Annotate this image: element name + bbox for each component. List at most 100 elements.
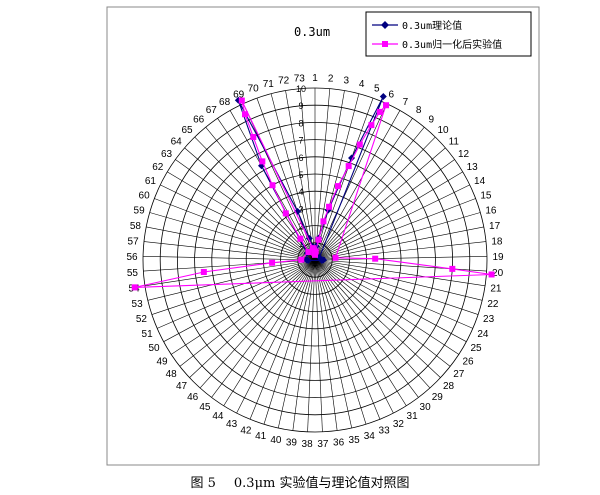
grid-spoke — [151, 259, 316, 315]
data-point — [200, 269, 207, 276]
data-point — [383, 102, 390, 109]
data-point — [298, 256, 305, 263]
category-label: 12 — [458, 149, 470, 160]
legend-label-experiment: 0.3um归一化后实验值 — [402, 38, 502, 51]
data-point — [372, 255, 379, 262]
data-point — [269, 182, 276, 189]
category-label: 44 — [212, 411, 224, 422]
figure-caption: 图 5 0.3μm 实验值与理论值对照图 — [0, 472, 600, 491]
data-point — [488, 271, 495, 278]
category-label: 71 — [263, 79, 275, 90]
category-label: 9 — [429, 115, 435, 126]
category-label: 40 — [270, 435, 282, 446]
category-label: 10 — [437, 125, 449, 136]
category-label: 27 — [453, 369, 465, 380]
category-label: 24 — [477, 329, 489, 340]
category-label: 30 — [420, 402, 432, 413]
grid-spoke — [314, 259, 367, 425]
grid-spoke — [314, 259, 459, 355]
category-label: 61 — [145, 176, 157, 187]
radial-tick-label: 7 — [298, 136, 303, 146]
category-label: 34 — [364, 431, 376, 442]
radial-tick-label: 6 — [298, 153, 303, 163]
category-label: 32 — [393, 419, 405, 430]
grid-spoke — [236, 259, 316, 414]
category-label: 66 — [193, 115, 205, 126]
grid-spoke — [143, 259, 316, 272]
category-label: 36 — [333, 438, 345, 449]
data-point — [259, 158, 266, 165]
category-label: 47 — [176, 381, 188, 392]
grid-spoke — [223, 259, 316, 406]
category-label: 58 — [130, 221, 142, 232]
data-point — [376, 108, 383, 115]
grid-spoke — [314, 90, 345, 261]
grid-spoke — [189, 259, 316, 378]
radial-tick-label: 4 — [298, 187, 303, 197]
radial-tick-labels: 1 2 3 4 5 6 7 8 9 10 — [296, 84, 306, 249]
category-label: 70 — [248, 84, 260, 95]
category-label: 7 — [403, 97, 409, 108]
data-point — [297, 235, 304, 242]
category-label: 53 — [132, 299, 144, 310]
grid-spoke — [147, 259, 316, 301]
data-point — [326, 203, 333, 210]
grid-spoke — [171, 259, 316, 355]
data-point — [242, 111, 249, 118]
grid-spoke — [143, 255, 316, 261]
category-label: 14 — [474, 176, 486, 187]
grid-spoke — [314, 259, 353, 429]
grid-spoke — [314, 147, 446, 261]
grid-spoke — [314, 184, 470, 261]
chart-title: 0.3um — [294, 25, 330, 39]
grid-spoke — [167, 171, 316, 261]
grid-spoke — [175, 159, 316, 261]
grid-spoke — [314, 241, 487, 261]
category-label: 62 — [152, 162, 164, 173]
grid-spoke — [211, 259, 316, 398]
data-point — [305, 249, 312, 256]
grid-spoke — [242, 103, 316, 261]
category-label: 50 — [148, 343, 160, 354]
category-label: 33 — [379, 425, 391, 436]
figure-number: 图 5 — [190, 476, 216, 491]
category-label: 73 — [294, 74, 306, 85]
data-point — [269, 259, 276, 266]
category-label: 42 — [240, 425, 252, 436]
category-label: 65 — [181, 125, 193, 136]
category-label: 59 — [134, 206, 146, 217]
grid-spoke — [314, 259, 486, 287]
grid-spoke — [299, 88, 316, 261]
grid-spoke — [314, 259, 407, 406]
data-point — [131, 284, 138, 291]
grid-spoke — [205, 126, 316, 261]
legend-label-theory: 0.3um理论值 — [402, 19, 462, 32]
category-label: 39 — [286, 438, 298, 449]
data-point — [309, 245, 316, 252]
grid-spoke — [314, 103, 388, 261]
radial-tick-label: 8 — [298, 118, 303, 128]
grid-spoke — [314, 212, 481, 261]
chart-border — [106, 6, 540, 466]
grid-spoke — [314, 259, 323, 432]
category-label: 18 — [491, 236, 503, 247]
series-line — [237, 96, 384, 261]
grid-spoke — [314, 88, 331, 261]
legend: 0.3um理论值 0.3um归一化后实验值 — [365, 11, 532, 57]
grid-spoke — [163, 259, 316, 342]
grid-spoke — [307, 259, 316, 432]
grid-spoke — [314, 259, 483, 301]
grid-spoke — [314, 259, 381, 420]
category-label: 55 — [127, 268, 139, 279]
category-label: 29 — [432, 392, 444, 403]
category-label: 1 — [312, 73, 318, 84]
grid-spoke — [314, 255, 487, 261]
data-point — [311, 250, 318, 257]
grid-spoke — [314, 226, 484, 261]
grid-spoke — [314, 259, 479, 315]
grid-spoke — [314, 118, 413, 261]
category-label: 20 — [492, 268, 504, 279]
category-label: 69 — [233, 90, 245, 101]
grid-spoke — [314, 259, 431, 389]
